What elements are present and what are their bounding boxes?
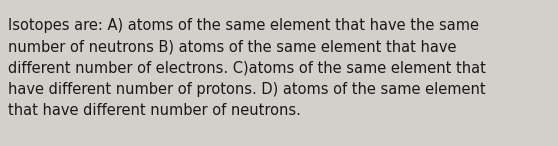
Text: Isotopes are: A) atoms of the same element that have the same
number of neutrons: Isotopes are: A) atoms of the same eleme… [8,18,486,118]
